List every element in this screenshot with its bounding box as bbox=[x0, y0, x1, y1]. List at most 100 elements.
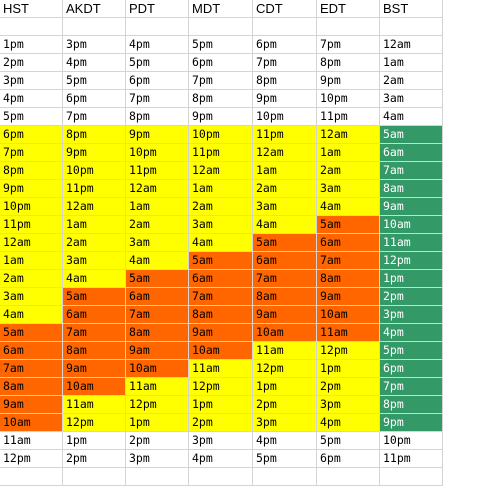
time-cell[interactable]: 11pm bbox=[253, 126, 317, 144]
time-cell[interactable]: 8pm bbox=[380, 396, 443, 414]
time-cell[interactable]: 12am bbox=[189, 162, 253, 180]
time-cell[interactable]: 4am bbox=[0, 306, 63, 324]
time-cell[interactable]: 10pm bbox=[253, 108, 317, 126]
time-cell[interactable]: 2pm bbox=[253, 396, 317, 414]
column-header-pdt[interactable]: PDT bbox=[126, 0, 189, 18]
time-cell[interactable]: 1am bbox=[253, 162, 317, 180]
time-cell[interactable]: 11pm bbox=[317, 108, 380, 126]
time-cell[interactable]: 2am bbox=[380, 72, 443, 90]
time-cell[interactable]: 8pm bbox=[0, 162, 63, 180]
time-cell[interactable]: 5am bbox=[0, 324, 63, 342]
time-cell[interactable]: 8pm bbox=[189, 90, 253, 108]
time-cell[interactable]: 2am bbox=[63, 234, 126, 252]
time-cell[interactable]: 4pm bbox=[317, 414, 380, 432]
column-header-cdt[interactable]: CDT bbox=[253, 0, 317, 18]
time-cell[interactable]: 7pm bbox=[253, 54, 317, 72]
time-cell[interactable]: 9am bbox=[126, 342, 189, 360]
time-cell[interactable]: 12pm bbox=[189, 378, 253, 396]
time-cell[interactable]: 5am bbox=[317, 216, 380, 234]
time-cell[interactable]: 12pm bbox=[126, 396, 189, 414]
time-cell[interactable]: 9pm bbox=[253, 90, 317, 108]
time-cell[interactable]: 10pm bbox=[317, 90, 380, 108]
time-cell[interactable]: 1pm bbox=[126, 414, 189, 432]
time-cell[interactable]: 7pm bbox=[63, 108, 126, 126]
empty-cell[interactable] bbox=[317, 468, 380, 486]
time-cell[interactable]: 6am bbox=[126, 288, 189, 306]
time-cell[interactable]: 6pm bbox=[189, 54, 253, 72]
time-cell[interactable]: 11am bbox=[317, 324, 380, 342]
time-cell[interactable]: 3am bbox=[126, 234, 189, 252]
time-cell[interactable]: 6pm bbox=[380, 360, 443, 378]
time-cell[interactable]: 4am bbox=[317, 198, 380, 216]
time-cell[interactable]: 10pm bbox=[189, 126, 253, 144]
time-cell[interactable]: 4am bbox=[126, 252, 189, 270]
time-cell[interactable]: 4pm bbox=[0, 90, 63, 108]
time-cell[interactable]: 10am bbox=[380, 216, 443, 234]
time-cell[interactable]: 7am bbox=[189, 288, 253, 306]
time-cell[interactable]: 5pm bbox=[317, 432, 380, 450]
time-cell[interactable]: 11pm bbox=[0, 216, 63, 234]
time-cell[interactable]: 6am bbox=[0, 342, 63, 360]
time-cell[interactable]: 2pm bbox=[126, 432, 189, 450]
empty-cell[interactable] bbox=[380, 18, 443, 36]
time-cell[interactable]: 6pm bbox=[317, 450, 380, 468]
time-cell[interactable]: 6am bbox=[380, 144, 443, 162]
time-cell[interactable]: 10pm bbox=[0, 198, 63, 216]
time-cell[interactable]: 7am bbox=[63, 324, 126, 342]
empty-cell[interactable] bbox=[126, 468, 189, 486]
time-cell[interactable]: 3am bbox=[189, 216, 253, 234]
time-cell[interactable]: 8am bbox=[126, 324, 189, 342]
time-cell[interactable]: 10pm bbox=[380, 432, 443, 450]
time-cell[interactable]: 10pm bbox=[126, 144, 189, 162]
time-cell[interactable]: 6am bbox=[189, 270, 253, 288]
time-cell[interactable]: 9pm bbox=[0, 180, 63, 198]
time-cell[interactable]: 5pm bbox=[0, 108, 63, 126]
time-cell[interactable]: 3am bbox=[0, 288, 63, 306]
time-cell[interactable]: 11am bbox=[380, 234, 443, 252]
time-cell[interactable]: 9pm bbox=[380, 414, 443, 432]
time-cell[interactable]: 12pm bbox=[380, 252, 443, 270]
time-cell[interactable]: 8pm bbox=[317, 54, 380, 72]
time-cell[interactable]: 1am bbox=[63, 216, 126, 234]
time-cell[interactable]: 9pm bbox=[126, 126, 189, 144]
time-cell[interactable]: 8am bbox=[0, 378, 63, 396]
time-cell[interactable]: 2am bbox=[253, 180, 317, 198]
time-cell[interactable]: 7am bbox=[126, 306, 189, 324]
time-cell[interactable]: 11pm bbox=[63, 180, 126, 198]
time-cell[interactable]: 12pm bbox=[253, 360, 317, 378]
time-cell[interactable]: 1pm bbox=[189, 396, 253, 414]
time-cell[interactable]: 4pm bbox=[380, 324, 443, 342]
time-cell[interactable]: 7pm bbox=[380, 378, 443, 396]
column-header-mdt[interactable]: MDT bbox=[189, 0, 253, 18]
time-cell[interactable]: 3am bbox=[63, 252, 126, 270]
time-cell[interactable]: 8am bbox=[253, 288, 317, 306]
time-cell[interactable]: 10pm bbox=[63, 162, 126, 180]
time-cell[interactable]: 3pm bbox=[189, 432, 253, 450]
time-cell[interactable]: 5am bbox=[126, 270, 189, 288]
empty-cell[interactable] bbox=[189, 18, 253, 36]
time-cell[interactable]: 2am bbox=[189, 198, 253, 216]
empty-cell[interactable] bbox=[63, 18, 126, 36]
time-cell[interactable]: 3pm bbox=[126, 450, 189, 468]
time-cell[interactable]: 4pm bbox=[126, 36, 189, 54]
time-cell[interactable]: 3pm bbox=[380, 306, 443, 324]
time-cell[interactable]: 4pm bbox=[189, 450, 253, 468]
time-cell[interactable]: 6pm bbox=[0, 126, 63, 144]
time-cell[interactable]: 9am bbox=[380, 198, 443, 216]
time-cell[interactable]: 1am bbox=[0, 252, 63, 270]
column-header-akdt[interactable]: AKDT bbox=[63, 0, 126, 18]
time-cell[interactable]: 10am bbox=[63, 378, 126, 396]
time-cell[interactable]: 8am bbox=[63, 342, 126, 360]
time-cell[interactable]: 11pm bbox=[189, 144, 253, 162]
time-cell[interactable]: 11am bbox=[189, 360, 253, 378]
time-cell[interactable]: 1pm bbox=[380, 270, 443, 288]
time-cell[interactable]: 3am bbox=[380, 90, 443, 108]
empty-cell[interactable] bbox=[0, 18, 63, 36]
time-cell[interactable]: 12am bbox=[317, 126, 380, 144]
time-cell[interactable]: 12am bbox=[0, 234, 63, 252]
time-cell[interactable]: 6am bbox=[253, 252, 317, 270]
time-cell[interactable]: 11pm bbox=[380, 450, 443, 468]
time-cell[interactable]: 5am bbox=[189, 252, 253, 270]
time-cell[interactable]: 8am bbox=[189, 306, 253, 324]
time-cell[interactable]: 2am bbox=[317, 162, 380, 180]
